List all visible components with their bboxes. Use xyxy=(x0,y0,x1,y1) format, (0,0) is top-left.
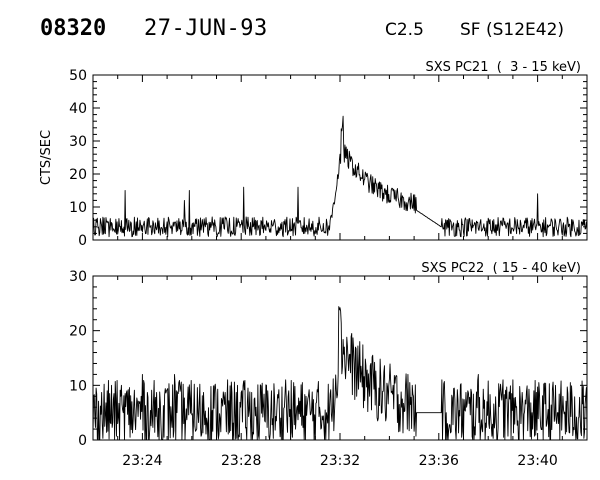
y-tick-label: 0 xyxy=(78,233,87,249)
panel-title: SXS PC21 ( 3 - 15 keV) xyxy=(425,60,581,75)
y-tick-label: 50 xyxy=(69,68,87,84)
x-tick-label: 23:24 xyxy=(122,453,162,469)
x-tick-label: 23:36 xyxy=(419,453,459,469)
panel-1: 0 10 20 30 40 50 SXS PC21 ( 3 - 15 keV) CTS/SEC xyxy=(39,60,588,249)
flare-location: SF (S12E42) xyxy=(460,20,565,40)
y-tick-label: 0 xyxy=(78,433,87,449)
x-tick-label: 23:32 xyxy=(320,453,360,469)
event-id: 08320 xyxy=(40,16,107,41)
y-tick-label: 20 xyxy=(69,324,87,340)
y-tick-label: 20 xyxy=(69,167,87,183)
goes-class: C2.5 xyxy=(385,20,424,40)
x-tick-label: 23:28 xyxy=(221,453,261,469)
panel-2: 0 10 20 30 SXS PC22 ( 15 - 40 keV) xyxy=(69,261,588,449)
y-axis-label: CTS/SEC xyxy=(39,130,54,185)
panel-title: SXS PC22 ( 15 - 40 keV) xyxy=(421,261,581,276)
y-tick-label: 30 xyxy=(69,269,87,285)
observation-date: 27-JUN-93 xyxy=(144,16,268,41)
series-line xyxy=(92,306,588,440)
y-tick-label: 10 xyxy=(69,378,87,394)
x-tick-label: 23:40 xyxy=(517,453,557,469)
y-tick-label: 40 xyxy=(69,101,87,117)
y-tick-label: 30 xyxy=(69,134,87,150)
y-tick-label: 10 xyxy=(69,200,87,216)
series-line xyxy=(92,115,588,238)
